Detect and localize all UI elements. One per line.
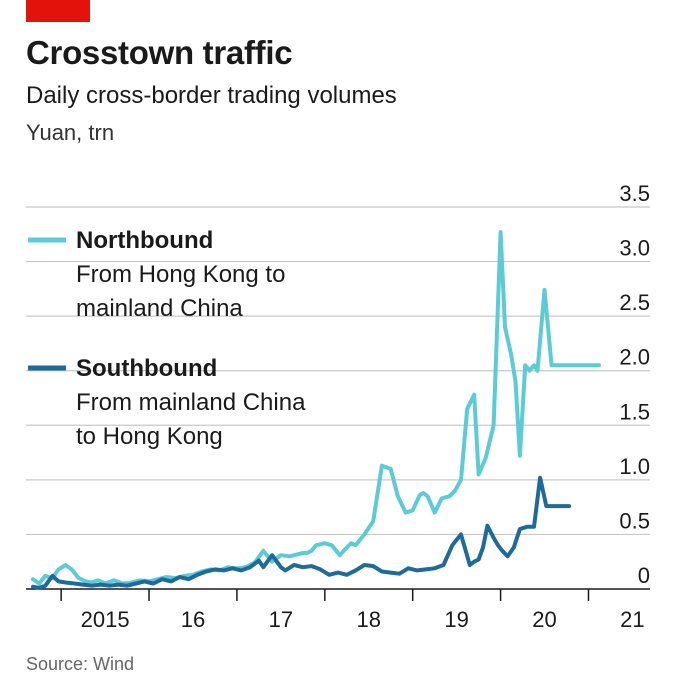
series-lines: [31, 230, 601, 590]
y-tick-label: 3.5: [619, 181, 650, 206]
legend-description: From mainland China: [76, 389, 306, 416]
y-tick-label: 3.0: [619, 236, 650, 261]
x-tick-label: 2015: [81, 607, 130, 632]
x-tick-label: 21: [620, 607, 644, 632]
chart-title: Crosstown traffic: [26, 34, 293, 71]
x-tick-label: 19: [444, 607, 468, 632]
y-tick-label: 0: [638, 563, 650, 588]
x-tick-label: 17: [269, 607, 293, 632]
y-tick-label: 2.0: [619, 345, 650, 370]
legend-label-northbound: Northbound: [76, 227, 213, 254]
series-line-northbound: [31, 230, 601, 586]
chart-subtitle: Daily cross-border trading volumes: [26, 82, 397, 109]
x-tick-label: 18: [357, 607, 381, 632]
y-tick-label: 2.5: [619, 290, 650, 315]
gridlines: [26, 206, 650, 536]
y-tick-label: 1.5: [619, 399, 650, 424]
accent-tag: [26, 0, 90, 22]
y-tick-label: 1.0: [619, 454, 650, 479]
x-tick-label: 16: [181, 607, 205, 632]
x-tick-label: 20: [532, 607, 556, 632]
x-axis: 2015 16 17 18 19 20 21: [26, 588, 650, 632]
y-axis-ticks: 0 0.5 1.0 1.5 2.0 2.5 3.0 3.5: [619, 181, 650, 588]
legend: Northbound From Hong Kong to mainland Chin…: [28, 227, 306, 450]
legend-description: to Hong Kong: [76, 423, 223, 450]
series-line-southbound: [31, 475, 572, 590]
y-tick-label: 0.5: [619, 508, 650, 533]
legend-description: From Hong Kong to: [76, 261, 285, 288]
source-note: Source: Wind: [26, 654, 135, 674]
y-axis-unit: Yuan, trn: [26, 120, 115, 145]
legend-description: mainland China: [76, 295, 243, 322]
legend-label-southbound: Southbound: [76, 355, 217, 382]
